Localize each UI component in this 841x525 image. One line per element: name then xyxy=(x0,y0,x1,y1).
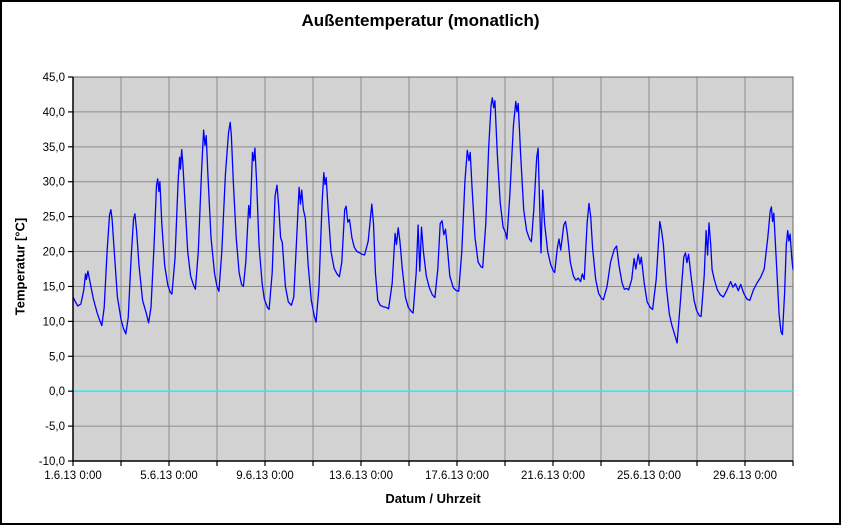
y-tick-label: -5,0 xyxy=(45,421,65,433)
y-tick-label: 15,0 xyxy=(43,281,65,293)
chart-title: Außentemperatur (monatlich) xyxy=(301,11,540,30)
x-tick-label: 1.6.13 0:00 xyxy=(44,470,102,482)
x-tick-label: 13.6.13 0:00 xyxy=(329,470,393,482)
y-tick-label: 25,0 xyxy=(43,212,65,224)
x-tick-label: 21.6.13 0:00 xyxy=(521,470,585,482)
y-tick-label: 0,0 xyxy=(49,386,65,398)
plot-background xyxy=(73,77,793,461)
x-tick-label: 5.6.13 0:00 xyxy=(140,470,198,482)
y-tick-label: 40,0 xyxy=(43,107,65,119)
x-axis-title: Datum / Uhrzeit xyxy=(385,491,481,506)
y-tick-label: 45,0 xyxy=(43,72,65,84)
temperature-series-line xyxy=(72,97,794,344)
y-tick-label: 30,0 xyxy=(43,177,65,189)
x-tick-label: 25.6.13 0:00 xyxy=(617,470,681,482)
x-tick-label: 17.6.13 0:00 xyxy=(425,470,489,482)
x-tick-label: 9.6.13 0:00 xyxy=(236,470,294,482)
y-tick-label: 20,0 xyxy=(43,247,65,259)
y-tick-label: -10,0 xyxy=(39,456,65,468)
x-tick-label: 29.6.13 0:00 xyxy=(713,470,777,482)
y-tick-label: 10,0 xyxy=(43,316,65,328)
y-tick-label: 5,0 xyxy=(49,351,65,363)
y-tick-label: 35,0 xyxy=(43,142,65,154)
